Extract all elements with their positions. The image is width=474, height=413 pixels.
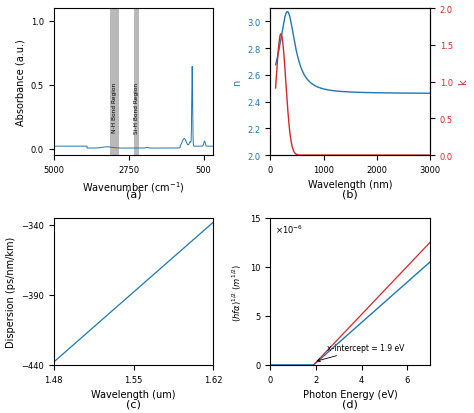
Bar bbox=[134, 9, 138, 156]
Y-axis label: $(hf\alpha)^{1/2}\ (m^{1/2})$: $(hf\alpha)^{1/2}\ (m^{1/2})$ bbox=[231, 262, 245, 321]
X-axis label: Wavenumber (cm$^{-1}$): Wavenumber (cm$^{-1}$) bbox=[82, 180, 185, 195]
Text: N-H Bond Region: N-H Bond Region bbox=[112, 83, 117, 133]
X-axis label: Wavelength (nm): Wavelength (nm) bbox=[308, 180, 392, 190]
X-axis label: Wavelength (um): Wavelength (um) bbox=[91, 389, 176, 399]
Text: Si-H Bond Region: Si-H Bond Region bbox=[134, 83, 138, 134]
Y-axis label: Absorbance (a.u.): Absorbance (a.u.) bbox=[15, 39, 25, 126]
Text: (a): (a) bbox=[126, 189, 141, 199]
Text: (c): (c) bbox=[126, 398, 141, 408]
Y-axis label: Dispersion (ps/nm/km): Dispersion (ps/nm/km) bbox=[6, 236, 16, 347]
Text: (b): (b) bbox=[342, 189, 358, 199]
Text: $\times10^{-6}$: $\times10^{-6}$ bbox=[275, 223, 303, 235]
Bar bbox=[110, 9, 118, 156]
Text: x-intercept = 1.9 eV: x-intercept = 1.9 eV bbox=[317, 343, 405, 362]
Y-axis label: k: k bbox=[458, 80, 468, 85]
Text: (d): (d) bbox=[342, 398, 358, 408]
X-axis label: Photon Energy (eV): Photon Energy (eV) bbox=[303, 389, 398, 399]
Y-axis label: n: n bbox=[232, 79, 242, 85]
